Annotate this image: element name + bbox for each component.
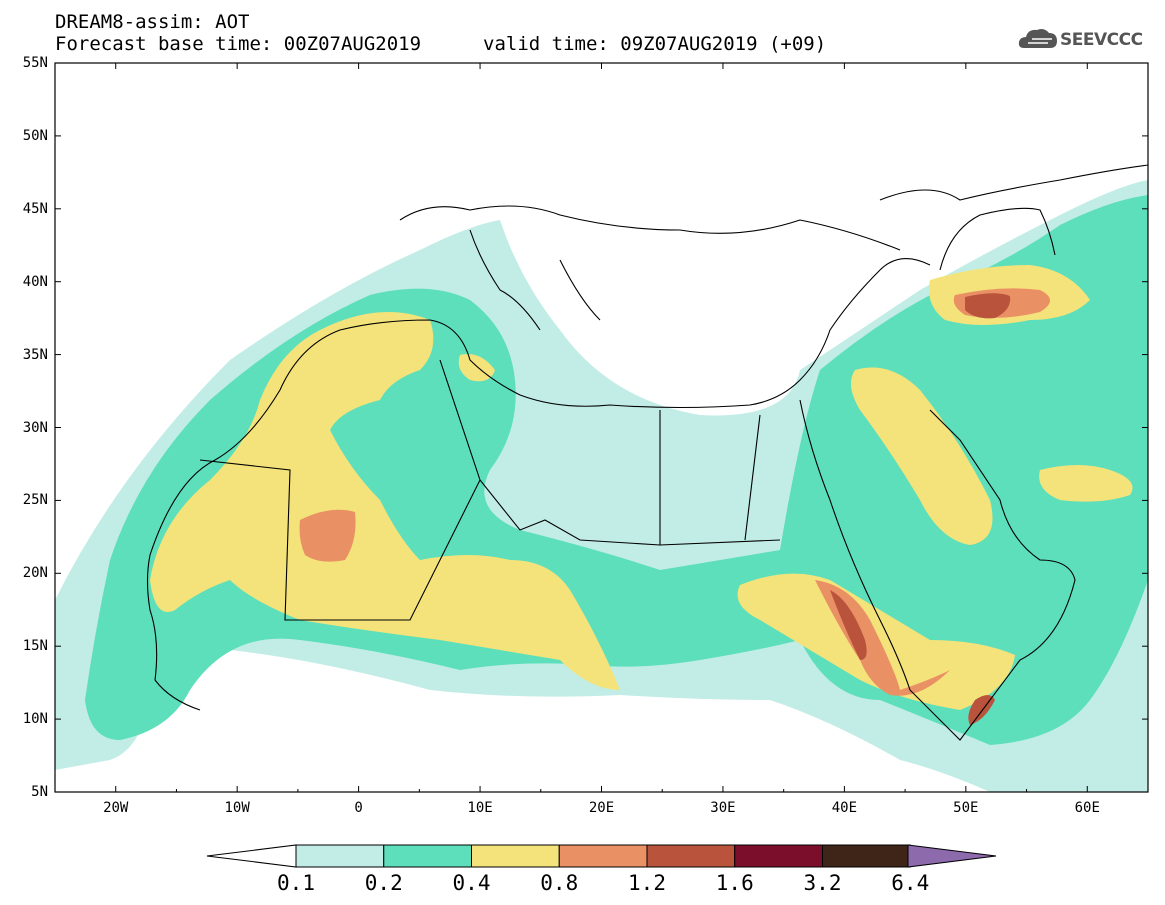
colorbar-label: 0.1 [277, 871, 315, 895]
lat-tick-label: 30N [22, 419, 48, 436]
lon-tick-label: 50E [953, 800, 979, 816]
colorbar-label: 6.4 [891, 871, 930, 895]
colorbar-label: 3.2 [803, 871, 842, 895]
lat-tick-label: 55N [22, 55, 48, 71]
lat-tick-label: 45N [22, 200, 48, 217]
map-title: DREAM8-assim: AOT [55, 11, 250, 33]
lat-tick-label: 5N [31, 784, 48, 800]
colorbar-swatch [558, 844, 648, 868]
aot-band-1.2a [965, 293, 1011, 319]
lon-tick-label: 10W [224, 800, 250, 816]
colorbar [206, 844, 997, 868]
lat-tick-label: 25N [22, 492, 48, 509]
colorbar-label: 1.2 [628, 871, 666, 895]
colorbar-swatch [295, 844, 385, 868]
forecast-base-time: Forecast base time: 00Z07AUG2019 [55, 33, 422, 55]
aot-band-0.4c [851, 367, 993, 545]
colorbar-swatch [734, 844, 823, 868]
lat-tick-label: 35N [22, 346, 48, 363]
colorbar-label: 0.2 [364, 871, 403, 895]
aot-band-0.4a [150, 312, 620, 690]
lon-tick-label: 10E [467, 800, 493, 816]
colorbar-swatch [822, 844, 911, 868]
coastlines-and-borders [146, 164, 1148, 741]
lat-tick-label: 10N [22, 711, 48, 728]
colorbar-swatch [471, 844, 560, 868]
lon-tick-label: 20W [103, 800, 129, 816]
lat-tick-label: 20N [22, 565, 48, 582]
colorbar-label: 0.8 [540, 871, 579, 895]
aot-band-1.2b [830, 590, 867, 660]
colorbar-swatch [383, 844, 472, 868]
valid-time: valid time: 09Z07AUG2019 (+09) [483, 33, 827, 55]
colorbar-swatch [646, 844, 736, 868]
colorbar-label: 1.6 [715, 871, 754, 895]
colorbar-min-triangle [206, 844, 297, 868]
aot-field [55, 180, 1148, 792]
lon-tick-label: 20E [588, 800, 615, 816]
lat-tick-label: 15N [22, 638, 48, 655]
lon-tick-label: 0 [354, 800, 363, 816]
lat-tick-label: 50N [22, 127, 48, 144]
lon-tick-label: 40E [831, 800, 858, 816]
lat-tick-label: 40N [22, 273, 48, 290]
aot-band-0.8a [299, 509, 356, 562]
lon-tick-label: 30E [710, 800, 736, 816]
lon-tick-label: 60E [1074, 800, 1100, 816]
colorbar-max-triangle [907, 844, 997, 868]
colorbar-label: 0.4 [452, 871, 491, 895]
cloud-logo-icon [1018, 29, 1057, 48]
aot-band-0.4e [1039, 465, 1133, 502]
logo-text: SEEVCCC [1060, 30, 1143, 50]
